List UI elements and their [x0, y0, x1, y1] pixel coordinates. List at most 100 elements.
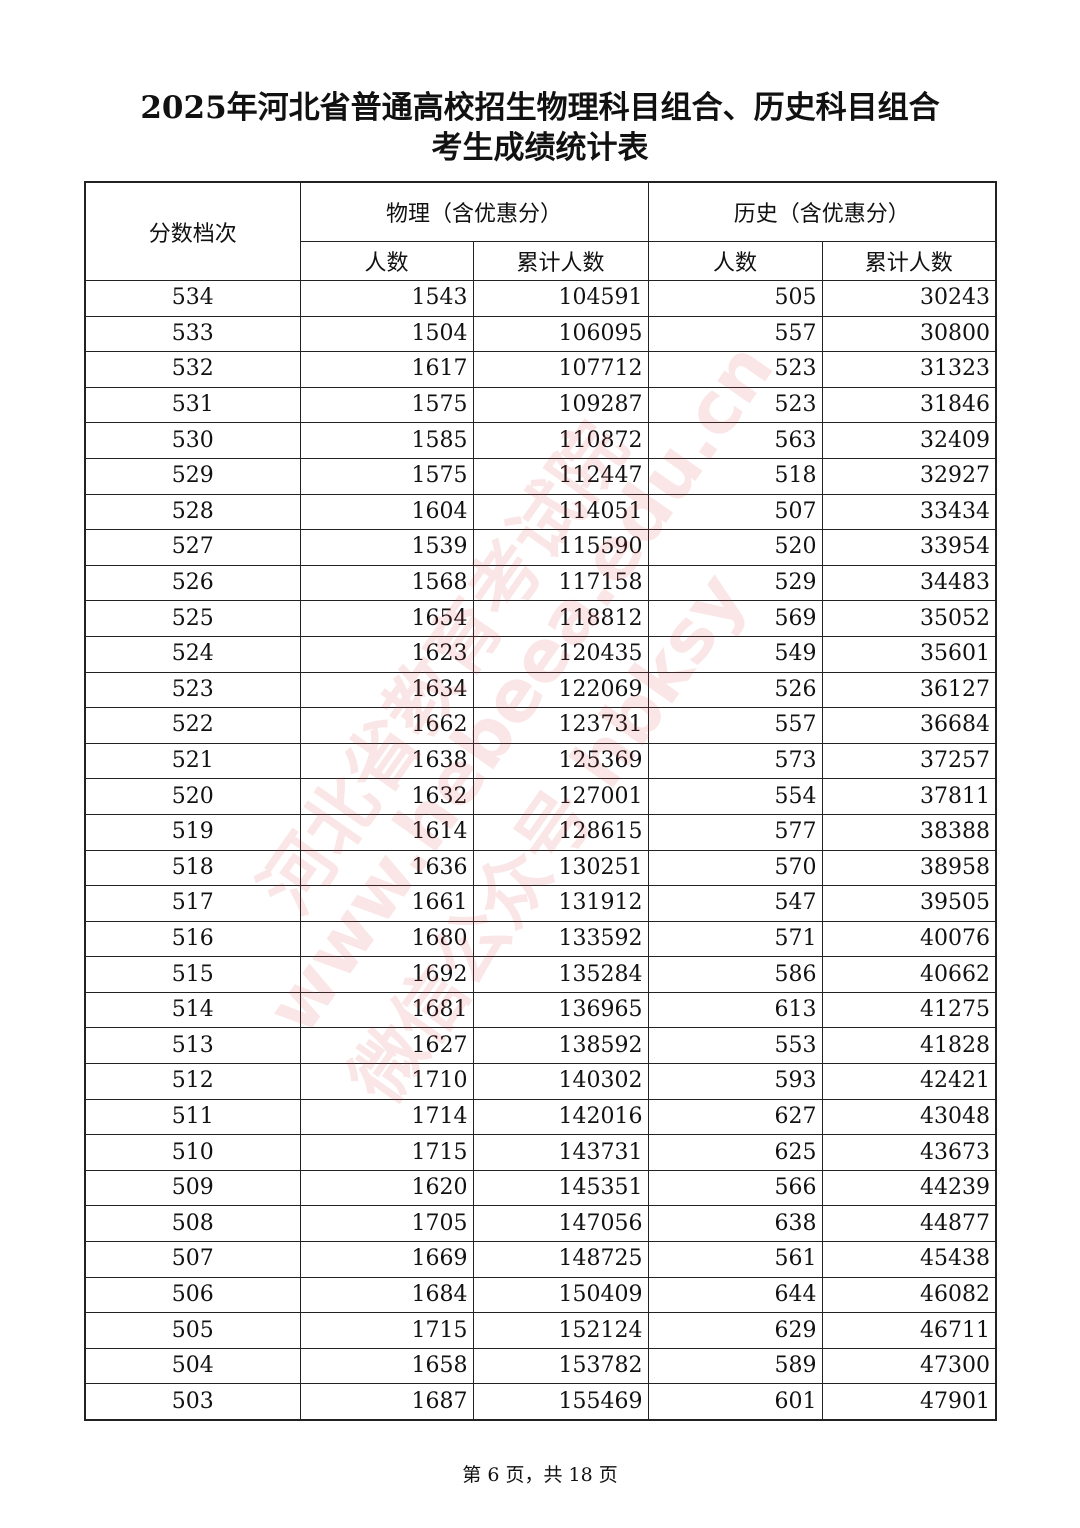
cell-physics-cumulative: 125369: [472, 742, 649, 780]
table-row: 529 1575 112447 518 32927: [84, 457, 997, 495]
cell-score: 530: [84, 422, 301, 459]
cell-score: 534: [84, 280, 301, 317]
table-row: 533 1504 106095 557 30800: [84, 315, 997, 353]
cell-history-cumulative: 44239: [821, 1169, 997, 1207]
table-row: 508 1705 147056 638 44877: [84, 1205, 997, 1243]
cell-score: 511: [84, 1098, 301, 1136]
cell-physics-cumulative: 145351: [472, 1169, 649, 1207]
cell-physics-cumulative: 123731: [472, 707, 649, 744]
cell-physics-cumulative: 143731: [472, 1134, 649, 1171]
cell-history-count: 571: [647, 920, 823, 958]
cell-history-count: 561: [647, 1241, 823, 1278]
header-physics-cumulative: 累计人数: [472, 241, 649, 281]
cell-physics-count: 1654: [299, 600, 474, 637]
cell-history-cumulative: 36127: [821, 671, 997, 709]
table-row: 513 1627 138592 553 41828: [84, 1027, 997, 1065]
cell-physics-cumulative: 152124: [472, 1312, 649, 1349]
cell-score: 520: [84, 778, 301, 815]
cell-physics-cumulative: 118812: [472, 600, 649, 637]
cell-history-count: 586: [647, 956, 823, 993]
cell-score: 532: [84, 351, 301, 388]
cell-physics-cumulative: 109287: [472, 386, 649, 424]
cell-history-cumulative: 46082: [821, 1276, 997, 1314]
cell-physics-cumulative: 107712: [472, 351, 649, 388]
cell-history-cumulative: 36684: [821, 707, 997, 744]
table-row: 528 1604 114051 507 33434: [84, 493, 997, 531]
cell-history-count: 625: [647, 1134, 823, 1171]
header-history-cumulative: 累计人数: [821, 241, 997, 281]
cell-history-cumulative: 31323: [821, 351, 997, 388]
cell-history-cumulative: 30243: [821, 280, 997, 317]
table-row: 524 1623 120435 549 35601: [84, 635, 997, 673]
cell-history-count: 529: [647, 564, 823, 602]
cell-score: 523: [84, 671, 301, 709]
cell-physics-cumulative: 130251: [472, 849, 649, 887]
cell-score: 505: [84, 1312, 301, 1349]
cell-history-cumulative: 37811: [821, 778, 997, 815]
table-row: 521 1638 125369 573 37257: [84, 742, 997, 780]
cell-physics-count: 1575: [299, 457, 474, 495]
table-row: 506 1684 150409 644 46082: [84, 1276, 997, 1314]
cell-history-cumulative: 31846: [821, 386, 997, 424]
cell-history-cumulative: 45438: [821, 1241, 997, 1278]
cell-history-count: 507: [647, 493, 823, 531]
cell-physics-count: 1705: [299, 1205, 474, 1243]
table-row: 517 1661 131912 547 39505: [84, 885, 997, 922]
cell-history-cumulative: 33954: [821, 529, 997, 566]
cell-physics-count: 1658: [299, 1347, 474, 1385]
cell-history-cumulative: 38958: [821, 849, 997, 887]
cell-history-cumulative: 35052: [821, 600, 997, 637]
table-row: 518 1636 130251 570 38958: [84, 849, 997, 887]
cell-score: 510: [84, 1134, 301, 1171]
table-row: 531 1575 109287 523 31846: [84, 386, 997, 424]
header-physics-count: 人数: [299, 241, 474, 281]
cell-history-cumulative: 37257: [821, 742, 997, 780]
cell-history-cumulative: 47901: [821, 1383, 997, 1421]
cell-physics-count: 1638: [299, 742, 474, 780]
cell-physics-cumulative: 131912: [472, 885, 649, 922]
cell-history-count: 601: [647, 1383, 823, 1421]
table-row: 519 1614 128615 577 38388: [84, 813, 997, 851]
cell-physics-cumulative: 136965: [472, 991, 649, 1029]
cell-history-count: 593: [647, 1063, 823, 1100]
cell-score: 526: [84, 564, 301, 602]
cell-score: 504: [84, 1347, 301, 1385]
cell-history-cumulative: 46711: [821, 1312, 997, 1349]
cell-physics-count: 1568: [299, 564, 474, 602]
table-row: 514 1681 136965 613 41275: [84, 991, 997, 1029]
cell-physics-count: 1617: [299, 351, 474, 388]
cell-score: 528: [84, 493, 301, 531]
page-title: 2025年河北省普通高校招生物理科目组合、历史科目组合: [140, 90, 940, 126]
cell-physics-cumulative: 155469: [472, 1383, 649, 1421]
cell-score: 514: [84, 991, 301, 1029]
cell-physics-cumulative: 110872: [472, 422, 649, 459]
cell-history-count: 553: [647, 1027, 823, 1065]
cell-history-cumulative: 44877: [821, 1205, 997, 1243]
cell-score: 527: [84, 529, 301, 566]
cell-history-count: 505: [647, 280, 823, 317]
cell-physics-count: 1632: [299, 778, 474, 815]
header-physics: 物理（含优惠分）: [299, 181, 649, 242]
table-row: 523 1634 122069 526 36127: [84, 671, 997, 709]
cell-history-count: 526: [647, 671, 823, 709]
table-row: 534 1543 104591 505 30243: [84, 280, 997, 317]
cell-physics-cumulative: 120435: [472, 635, 649, 673]
cell-history-cumulative: 33434: [821, 493, 997, 531]
cell-physics-cumulative: 122069: [472, 671, 649, 709]
cell-physics-cumulative: 133592: [472, 920, 649, 958]
cell-physics-count: 1715: [299, 1312, 474, 1349]
table-row: 525 1654 118812 569 35052: [84, 600, 997, 637]
cell-history-count: 629: [647, 1312, 823, 1349]
cell-physics-cumulative: 128615: [472, 813, 649, 851]
table-row: 504 1658 153782 589 47300: [84, 1347, 997, 1385]
cell-history-cumulative: 35601: [821, 635, 997, 673]
cell-physics-count: 1504: [299, 315, 474, 353]
cell-physics-count: 1543: [299, 280, 474, 317]
cell-physics-cumulative: 147056: [472, 1205, 649, 1243]
cell-history-count: 518: [647, 457, 823, 495]
cell-history-cumulative: 42421: [821, 1063, 997, 1100]
cell-score: 503: [84, 1383, 301, 1421]
cell-history-count: 563: [647, 422, 823, 459]
cell-history-count: 577: [647, 813, 823, 851]
table-row: 530 1585 110872 563 32409: [84, 422, 997, 459]
